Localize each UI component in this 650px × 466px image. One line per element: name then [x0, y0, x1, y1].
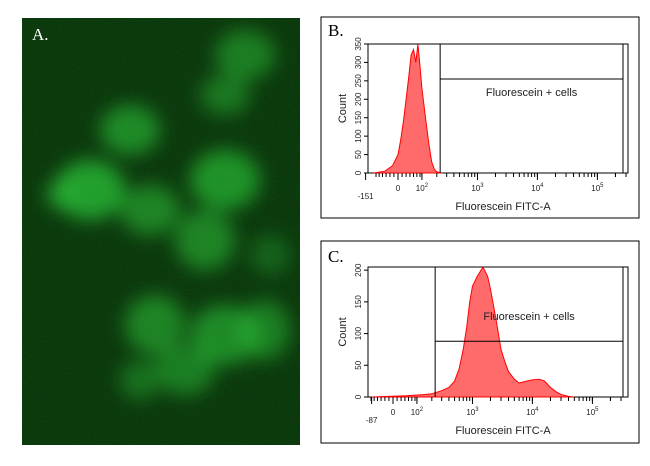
- plot-area: [367, 43, 629, 174]
- x-tick-label: 102: [411, 407, 424, 417]
- x-tick-exponent: 2: [420, 407, 424, 413]
- x-tick-base: 10: [591, 184, 600, 193]
- x-tick-base: 0: [396, 184, 401, 193]
- y-tick-label: 50: [354, 360, 363, 369]
- x-tick-base: -151: [358, 192, 375, 201]
- y-tick-label: 200: [354, 263, 363, 277]
- panel-b-label: B.: [328, 21, 344, 40]
- x-tick-exponent: 2: [425, 183, 429, 189]
- x-tick-label: -87: [366, 416, 378, 425]
- x-tick-base: 0: [391, 408, 396, 417]
- x-tick-label: 102: [416, 183, 429, 193]
- y-tick-label: 150: [354, 110, 363, 124]
- histogram-b: Fluorescein + cells050100150200250300350…: [337, 37, 629, 213]
- gate-label: Fluorescein + cells: [483, 311, 575, 323]
- x-tick-exponent: 3: [480, 183, 484, 189]
- y-tick-label: 100: [354, 326, 363, 340]
- x-tick-base: 10: [416, 184, 425, 193]
- y-tick-label: 300: [354, 55, 363, 69]
- panel-c-label: C.: [328, 247, 344, 266]
- x-tick-label: 104: [526, 407, 539, 417]
- y-tick-label: 250: [354, 74, 363, 88]
- y-tick-label: 0: [354, 394, 363, 399]
- x-tick-base: 10: [531, 184, 540, 193]
- x-tick-base: -87: [366, 416, 378, 425]
- y-tick-label: 0: [354, 170, 363, 175]
- x-axis-label: Fluorescein FITC-A: [455, 425, 551, 437]
- x-tick-exponent: 4: [540, 183, 544, 189]
- x-tick-base: 10: [526, 408, 535, 417]
- x-tick-base: 10: [466, 408, 475, 417]
- y-tick-label: 350: [354, 37, 363, 51]
- panel-a-label: A.: [32, 25, 49, 44]
- x-tick-label: 105: [586, 407, 599, 417]
- x-tick-base: 10: [411, 408, 420, 417]
- x-tick-base: 10: [471, 184, 480, 193]
- panel-a-microscopy-image: [22, 18, 300, 445]
- x-tick-label: 0: [391, 408, 396, 417]
- x-tick-label: 103: [466, 407, 479, 417]
- x-tick-exponent: 5: [595, 407, 599, 413]
- histogram-area: [371, 265, 575, 398]
- x-tick-label: 103: [471, 183, 484, 193]
- x-tick-exponent: 5: [600, 183, 604, 189]
- x-tick-label: 104: [531, 183, 544, 193]
- x-tick-label: -151: [358, 192, 375, 201]
- panel-b-frame: [320, 16, 640, 219]
- x-tick-label: 105: [591, 183, 604, 193]
- x-axis-label: Fluorescein FITC-A: [455, 201, 551, 213]
- histogram-area: [374, 43, 443, 174]
- histogram-c: Fluorescein + cells 0 50 100 150 200 Count -87 0…: [337, 263, 629, 437]
- y-tick-label: 150: [354, 295, 363, 309]
- x-tick-exponent: 3: [475, 407, 479, 413]
- y-axis-label: Count: [337, 94, 349, 123]
- x-tick-base: 10: [586, 408, 595, 417]
- x-tick-exponent: 4: [535, 407, 539, 413]
- y-axis-label: Count: [337, 317, 349, 346]
- x-tick-label: 0: [396, 184, 401, 193]
- gate-label: Fluorescein + cells: [486, 87, 578, 99]
- y-tick-label: 50: [354, 150, 363, 159]
- y-tick-label: 200: [354, 92, 363, 106]
- y-tick-label: 100: [354, 129, 363, 143]
